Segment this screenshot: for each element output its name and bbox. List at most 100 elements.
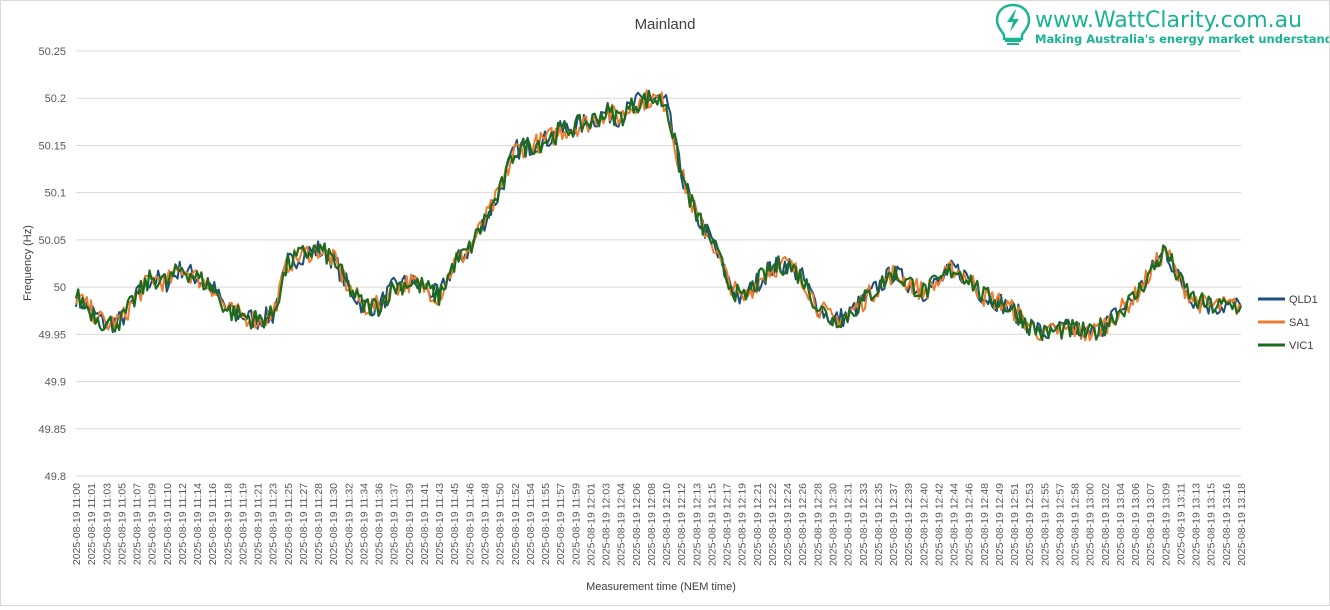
y-tick-label: 50 xyxy=(54,282,66,294)
x-tick-label: 2025-08-19 11:59 xyxy=(570,483,582,565)
y-tick-label: 50.2 xyxy=(45,93,66,105)
x-tick-label: 2025-08-19 13:06 xyxy=(1130,483,1142,566)
series-line-vic1 xyxy=(74,89,1243,342)
series-line-sa1 xyxy=(75,89,1242,342)
y-tick-labels: 50.25 50.2 50.15 50.1 50.05 50 49.95 49.9 49.85 4… xyxy=(38,46,66,483)
x-tick-label: 2025-08-19 12:13 xyxy=(691,483,703,566)
x-tick-label: 2025-08-19 12:49 xyxy=(994,483,1006,566)
brand-name: www.WattClarity.com.au xyxy=(1035,8,1302,33)
x-tick-label: 2025-08-19 12:03 xyxy=(601,483,613,566)
x-tick-label: 2025-08-19 11:52 xyxy=(510,483,522,565)
x-tick-label: 2025-08-19 11:25 xyxy=(283,483,295,565)
x-tick-label: 2025-08-19 11:43 xyxy=(434,483,446,565)
x-tick-label: 2025-08-19 11:39 xyxy=(404,483,416,565)
x-tick-label: 2025-08-19 11:55 xyxy=(540,483,552,565)
x-tick-label: 2025-08-19 11:54 xyxy=(525,483,537,565)
x-tick-label: 2025-08-19 12:28 xyxy=(812,483,824,566)
x-tick-label: 2025-08-19 11:07 xyxy=(132,483,144,565)
legend-label: SA1 xyxy=(1289,317,1310,329)
x-tick-label: 2025-08-19 12:55 xyxy=(1039,483,1051,566)
x-tick-label: 2025-08-19 12:58 xyxy=(1070,483,1082,566)
x-tick-label: 2025-08-19 12:30 xyxy=(827,483,839,566)
x-tick-label: 2025-08-19 12:35 xyxy=(873,483,885,566)
x-tick-label: 2025-08-19 13:02 xyxy=(1100,483,1112,566)
lightbulb-icon xyxy=(995,3,1031,45)
x-tick-label: 2025-08-19 12:31 xyxy=(843,483,855,566)
x-tick-label: 2025-08-19 12:08 xyxy=(646,483,658,566)
series-lines xyxy=(74,89,1243,342)
x-tick-label: 2025-08-19 12:17 xyxy=(722,483,734,566)
x-tick-label: 2025-08-19 11:05 xyxy=(116,483,128,565)
x-axis-label: Measurement time (NEM time) xyxy=(586,581,736,593)
x-tick-label: 2025-08-19 13:13 xyxy=(1191,483,1203,566)
x-tick-label: 2025-08-19 11:21 xyxy=(253,483,265,565)
x-tick-label: 2025-08-19 12:10 xyxy=(661,483,673,566)
brand-tagline: Making Australia's energy market underst… xyxy=(1035,32,1329,46)
x-tick-label: 2025-08-19 11:37 xyxy=(389,483,401,565)
x-tick-label: 2025-08-19 11:41 xyxy=(419,483,431,565)
x-tick-label: 2025-08-19 12:51 xyxy=(1009,483,1021,566)
x-tick-label: 2025-08-19 13:11 xyxy=(1175,483,1187,565)
x-tick-label: 2025-08-19 12:46 xyxy=(964,483,976,566)
x-tick-label: 2025-08-19 11:45 xyxy=(449,483,461,565)
x-tick-label: 2025-08-19 12:01 xyxy=(585,483,597,566)
x-tick-label: 2025-08-19 11:30 xyxy=(328,483,340,565)
wattclarity-logo: www.WattClarity.com.au Making Australia'… xyxy=(995,3,1330,46)
x-tick-label: 2025-08-19 12:19 xyxy=(737,483,749,566)
x-tick-label: 2025-08-19 11:14 xyxy=(192,483,204,565)
x-tick-label: 2025-08-19 11:12 xyxy=(177,483,189,565)
y-tick-label: 49.85 xyxy=(38,424,66,436)
y-tick-label: 50.1 xyxy=(45,188,66,200)
gridlines xyxy=(76,50,1241,477)
x-tick-label: 2025-08-19 12:44 xyxy=(949,483,961,566)
x-tick-label: 2025-08-19 12:26 xyxy=(797,483,809,566)
x-tick-label: 2025-08-19 11:50 xyxy=(495,483,507,565)
y-tick-label: 50.15 xyxy=(38,140,66,152)
legend: QLD1 SA1 VIC1 xyxy=(1258,294,1318,352)
x-tick-label: 2025-08-19 13:15 xyxy=(1206,483,1218,566)
x-tick-label: 2025-08-19 13:09 xyxy=(1160,483,1172,566)
x-tick-label: 2025-08-19 12:57 xyxy=(1054,483,1066,566)
y-tick-label: 50.05 xyxy=(38,235,66,247)
x-tick-label: 2025-08-19 11:23 xyxy=(268,483,280,565)
x-tick-label: 2025-08-19 11:48 xyxy=(480,483,492,565)
x-tick-label: 2025-08-19 11:01 xyxy=(86,483,98,565)
x-tick-label: 2025-08-19 11:27 xyxy=(298,483,310,565)
legend-label: QLD1 xyxy=(1289,294,1318,306)
x-tick-label: 2025-08-19 12:12 xyxy=(676,483,688,566)
x-tick-label: 2025-08-19 11:19 xyxy=(237,483,249,565)
x-tick-label: 2025-08-19 11:57 xyxy=(555,483,567,565)
x-tick-label: 2025-08-19 12:06 xyxy=(631,483,643,566)
x-tick-label: 2025-08-19 12:48 xyxy=(979,483,991,566)
x-tick-label: 2025-08-19 11:10 xyxy=(162,483,174,565)
x-tick-label: 2025-08-19 12:37 xyxy=(888,483,900,566)
x-tick-label: 2025-08-19 12:53 xyxy=(1024,483,1036,566)
y-axis-label: Frequency (Hz) xyxy=(22,225,34,301)
x-tick-label: 2025-08-19 11:36 xyxy=(374,483,386,565)
x-tick-label: 2025-08-19 13:00 xyxy=(1085,483,1097,566)
y-tick-label: 50.25 xyxy=(38,46,66,58)
x-tick-label: 2025-08-19 12:33 xyxy=(858,483,870,566)
x-tick-labels: 2025-08-19 11:00 2025-08-19 11:01 2025-08-… xyxy=(71,483,1248,566)
x-tick-label: 2025-08-19 12:39 xyxy=(903,483,915,566)
x-tick-label: 2025-08-19 12:04 xyxy=(616,483,628,566)
series-line-qld1 xyxy=(75,91,1242,341)
x-tick-label: 2025-08-19 11:34 xyxy=(358,483,370,565)
x-tick-label: 2025-08-19 11:32 xyxy=(343,483,355,565)
x-tick-label: 2025-08-19 11:00 xyxy=(71,483,83,565)
x-tick-label: 2025-08-19 11:18 xyxy=(222,483,234,565)
y-tick-label: 49.9 xyxy=(45,377,66,389)
x-tick-label: 2025-08-19 12:15 xyxy=(706,483,718,566)
x-tick-label: 2025-08-19 12:21 xyxy=(752,483,764,566)
x-tick-label: 2025-08-19 11:46 xyxy=(464,483,476,565)
y-tick-label: 49.95 xyxy=(38,329,66,341)
x-tick-label: 2025-08-19 12:42 xyxy=(933,483,945,566)
legend-label: VIC1 xyxy=(1289,340,1313,352)
x-tick-label: 2025-08-19 11:28 xyxy=(313,483,325,565)
x-tick-label: 2025-08-19 12:24 xyxy=(782,483,794,566)
x-tick-label: 2025-08-19 13:16 xyxy=(1221,483,1233,566)
x-tick-label: 2025-08-19 13:04 xyxy=(1115,483,1127,566)
chart-title: Mainland xyxy=(635,16,696,33)
y-tick-label: 49.8 xyxy=(45,471,66,483)
